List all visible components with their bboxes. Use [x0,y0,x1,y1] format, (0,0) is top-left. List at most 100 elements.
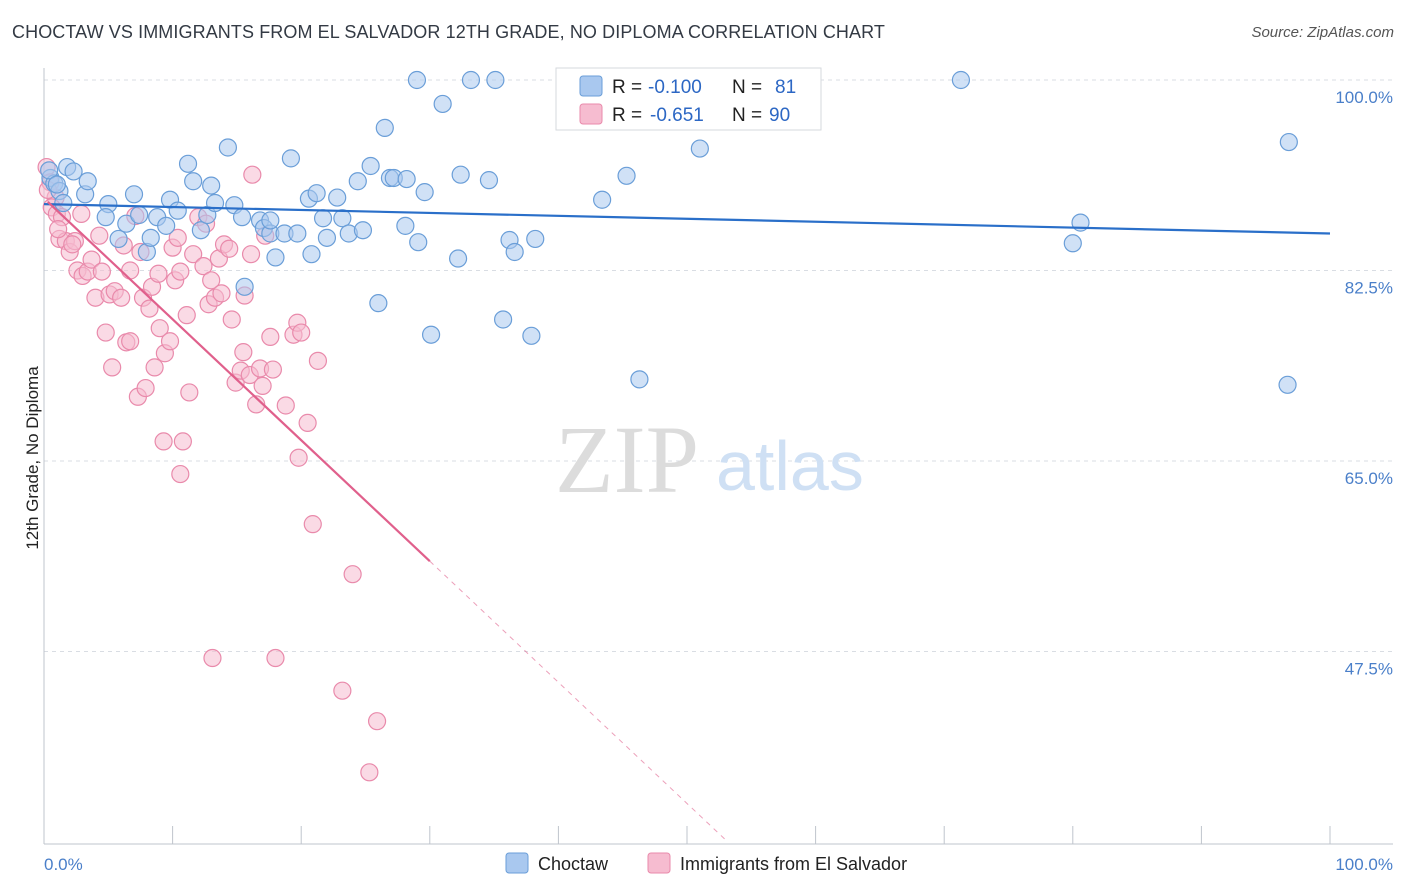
salvador-point-59 [220,239,239,258]
choctaw-point-39 [302,245,321,264]
salvador-point-66 [241,245,261,264]
x-tick-label-max: 100.0% [1335,855,1393,874]
salvador-point-14 [82,250,101,269]
choctaw-point-4 [64,162,83,181]
choctaw-point-49 [369,294,388,313]
salvador-point-48 [184,245,203,264]
choctaw-trend-line [43,202,1331,235]
salvador-point-38 [154,432,173,451]
choctaw-point-37 [288,224,307,243]
choctaw-point-57 [421,325,441,344]
choctaw-point-75 [1063,234,1082,253]
salvador-point-36 [150,319,169,338]
y-tick-label-2: 82.5% [1345,279,1393,298]
y-tick-label-0: 47.5% [1345,660,1393,679]
choctaw-point-47 [353,221,373,240]
salvador-point-86 [367,712,387,731]
choctaw-point-59 [433,94,452,114]
salvador-point-89 [63,235,82,254]
salvador-point-35 [149,264,168,283]
salvador-point-53 [202,271,221,290]
salvador-point-47 [180,383,199,402]
salvador-point-22 [112,288,131,307]
choctaw-point-7 [54,193,73,213]
salvador-point-32 [140,299,159,318]
salvador-trend-line-extension [429,560,726,841]
salvador-point-44 [171,464,190,484]
choctaw-point-29 [235,277,254,296]
salvador-point-20 [103,358,122,377]
choctaw-point-63 [486,70,505,90]
choctaw-point-74 [951,70,971,90]
bottom-legend-label-salvador: Immigrants from El Salvador [680,854,907,874]
choctaw-point-80 [47,175,66,194]
chart-title: CHOCTAW VS IMMIGRANTS FROM EL SALVADOR 1… [12,22,886,42]
legend-r-label-2: R = [612,105,642,126]
chart-source: Source: ZipAtlas.com [1251,24,1394,41]
legend-r-value-1: -0.100 [648,77,702,98]
salvador-point-83 [333,681,352,700]
choctaw-point-56 [415,183,434,202]
legend-n-label-2: N = [732,105,762,126]
choctaw-point-78 [1278,375,1297,394]
salvador-point-72 [261,327,280,347]
bottom-legend-swatch-choctaw [505,852,529,874]
legend-n-label-1: N = [732,77,762,98]
salvador-point-79 [292,323,311,342]
choctaw-point-77 [1279,132,1298,152]
watermark-zip: ZIP [555,406,699,513]
choctaw-point-20 [178,154,198,173]
legend-swatch-salvador [579,103,603,125]
salvador-point-31 [136,378,155,398]
salvador-point-45 [173,432,192,451]
watermark: ZIP atlas [555,406,864,513]
salvador-point-42 [168,228,187,247]
choctaw-point-73 [690,139,709,158]
legend-box: R = -0.100 N = 81 R = -0.651 N = 90 [555,67,822,131]
choctaw-point-50 [375,118,394,137]
salvador-point-60 [222,310,241,329]
salvador-point-82 [308,351,328,370]
choctaw-point-68 [522,326,541,345]
salvador-point-75 [276,396,295,415]
y-tick-label-1: 65.0% [1345,469,1393,488]
legend-r-value-2: -0.651 [650,105,704,126]
salvador-point-16 [90,226,109,245]
legend-n-value-1: 81 [775,77,796,98]
salvador-point-70 [253,376,272,395]
bottom-legend: Choctaw Immigrants from El Salvador [505,852,907,874]
choctaw-point-40 [307,184,326,203]
salvador-point-84 [343,565,362,584]
salvador-point-74 [266,648,285,668]
salvador-point-78 [289,448,308,467]
legend-n-value-2: 90 [769,105,790,126]
x-tick-label-min: 0.0% [44,855,83,874]
salvador-point-17 [92,262,111,281]
choctaw-point-72 [630,370,649,389]
choctaw-point-11 [117,214,136,233]
salvador-point-57 [212,284,231,303]
choctaw-point-69 [526,229,545,249]
trend-lines [43,201,1331,841]
salvador-point-26 [121,261,140,280]
salvador-point-18 [96,323,115,342]
salvador-point-39 [160,332,180,351]
y-tick-labels: 47.5% 65.0% 82.5% 100.0% [1335,88,1393,679]
choctaw-point-41 [313,209,333,228]
salvador-trend-line [47,201,431,562]
choctaw-point-46 [348,172,367,191]
bottom-legend-label-choctaw: Choctaw [538,854,609,874]
bottom-legend-swatch-salvador [647,852,671,874]
choctaw-point-15 [141,228,160,247]
choctaw-point-28 [232,208,252,227]
salvador-point-11 [72,204,91,223]
salvador-point-50 [194,257,213,276]
choctaw-point-26 [218,138,237,157]
salvador-point-63 [234,343,253,362]
salvador-point-25 [121,332,140,351]
choctaw-point-24 [202,176,221,195]
choctaw-point-70 [593,190,612,209]
choctaw-point-64 [479,171,499,190]
salvador-point-34 [145,358,164,377]
choctaw-point-43 [328,188,347,207]
